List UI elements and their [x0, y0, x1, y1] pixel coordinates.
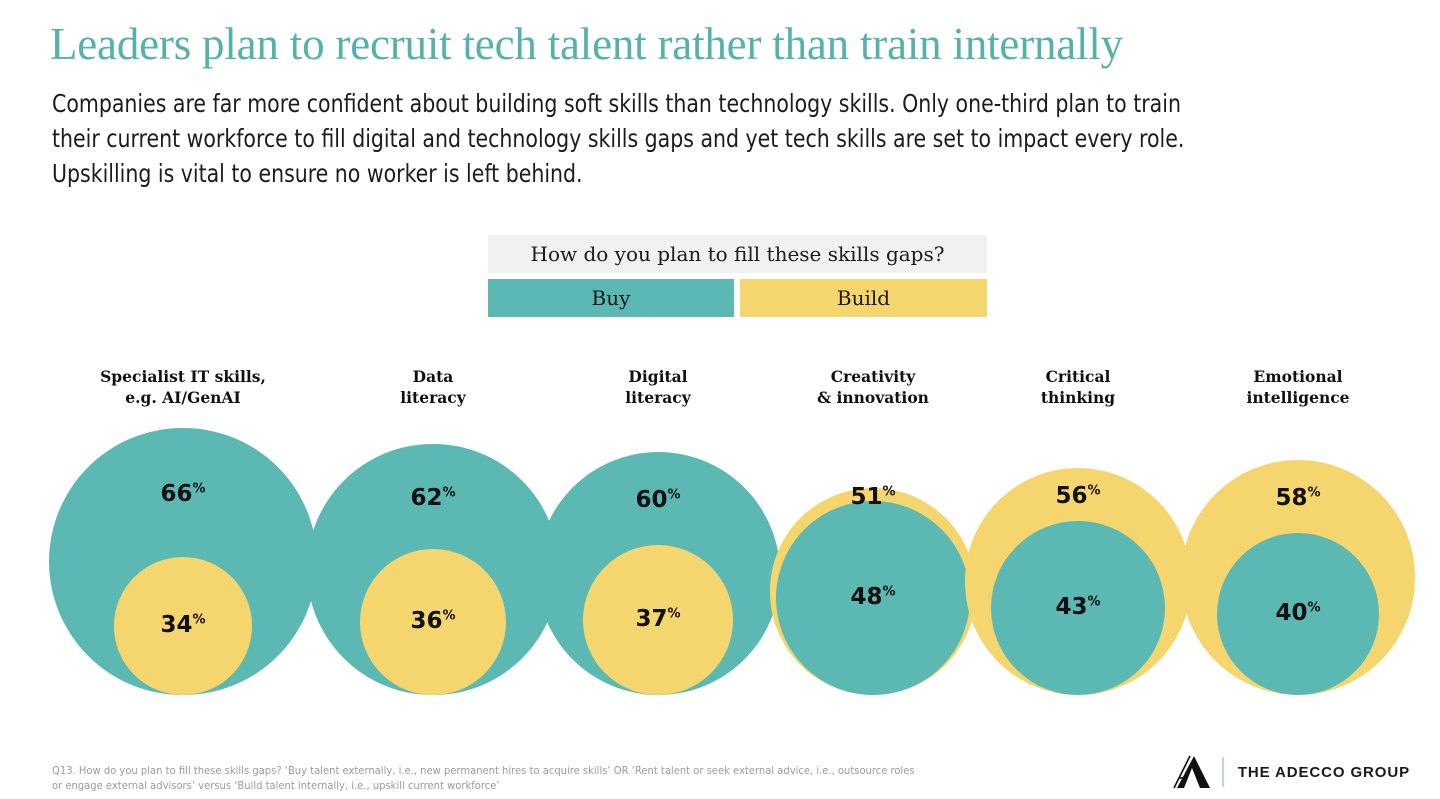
- bubble-pair: 66% 34%: [49, 366, 317, 706]
- bubble-group-label: Specialist IT skills, e.g. AI/GenAI: [63, 366, 303, 408]
- bubble-build-inner: [114, 557, 252, 695]
- bubble-pair: 58% 40%: [1178, 366, 1418, 706]
- bubble-build-inner: [583, 545, 733, 695]
- bubble-group-label-line2: literacy: [625, 388, 691, 407]
- value-buy: 40%: [1275, 600, 1320, 626]
- bubble-pair: 62% 36%: [307, 366, 559, 706]
- value-build-percent-sign: %: [192, 612, 206, 628]
- value-build: 56%: [1055, 483, 1100, 509]
- value-buy-number: 62: [410, 484, 443, 511]
- value-build-number: 56: [1055, 482, 1088, 509]
- bubble-group-label-line1: Specialist IT skills,: [100, 367, 266, 386]
- bubble-group-label: Digital literacy: [538, 366, 778, 408]
- value-build-number: 58: [1275, 484, 1308, 511]
- bubble-buy-inner: [1217, 533, 1379, 695]
- bubble-pair: 56% 43%: [958, 366, 1198, 706]
- value-build-number: 34: [160, 612, 193, 639]
- bubble-group-label-line1: Data: [412, 367, 454, 386]
- footnote: Q13. How do you plan to fill these skill…: [52, 765, 915, 792]
- value-build: 58%: [1275, 485, 1320, 511]
- value-buy-percent-sign: %: [442, 484, 456, 500]
- value-buy-percent-sign: %: [192, 480, 206, 496]
- bubble-group-label-line2: literacy: [400, 388, 466, 407]
- value-build-number: 36: [410, 608, 443, 635]
- value-build-number: 51: [850, 484, 883, 511]
- bubble-group-label-line2: & innovation: [817, 388, 929, 407]
- bubble-group-label-line2: thinking: [1040, 388, 1116, 407]
- logo-text: THE ADECCO GROUP: [1237, 763, 1410, 781]
- bubble-group: Specialist IT skills, e.g. AI/GenAI 66% 34%: [49, 366, 317, 706]
- bubble-group: Critical thinking 56% 43%: [958, 366, 1198, 706]
- bubble-group-label: Emotional intelligence: [1178, 366, 1418, 408]
- bubble-group-label-line1: Creativity: [830, 367, 916, 386]
- bubble-buy-inner: [775, 500, 971, 695]
- logo-divider: [1221, 757, 1224, 787]
- adecco-logo: THE ADECCO GROUP: [1170, 752, 1410, 792]
- bubble-group-label: Data literacy: [313, 366, 553, 408]
- bubble-group-label-line1: Critical: [1045, 367, 1111, 386]
- value-buy-percent-sign: %: [882, 584, 896, 600]
- bubble-group-label-line1: Emotional: [1253, 367, 1343, 386]
- bubble-group-label: Critical thinking: [958, 366, 1198, 408]
- bubble-buy-inner: [990, 520, 1166, 695]
- value-buy: 66%: [160, 481, 205, 507]
- value-buy-percent-sign: %: [667, 486, 681, 502]
- bubble-pair: 60% 37%: [536, 366, 780, 706]
- adecco-a-mark: [1173, 755, 1210, 789]
- bubble-group-label-line2: e.g. AI/GenAI: [125, 388, 241, 407]
- legend-item-build[interactable]: Build: [740, 279, 987, 317]
- page-subtitle: Companies are far more confident about b…: [52, 89, 1185, 188]
- value-build: 51%: [850, 484, 895, 510]
- value-build-number: 37: [635, 606, 668, 633]
- bubble-group: Data literacy 62% 36%: [307, 366, 559, 706]
- bubble-build-inner: [360, 549, 506, 695]
- bubble-group-label: Creativity & innovation: [753, 366, 993, 408]
- value-build-percent-sign: %: [1087, 482, 1101, 498]
- value-buy-number: 66: [160, 480, 193, 507]
- value-buy-percent-sign: %: [1087, 594, 1101, 610]
- value-buy-number: 43: [1055, 593, 1088, 620]
- bubble-group: Digital literacy 60% 37%: [536, 366, 780, 706]
- value-build-percent-sign: %: [1307, 484, 1321, 500]
- bubble-group: Emotional intelligence 58% 40%: [1178, 366, 1418, 706]
- legend-item-buy[interactable]: Buy: [488, 279, 734, 317]
- value-buy-number: 60: [635, 486, 668, 513]
- legend: How do you plan to fill these skills gap…: [488, 235, 987, 317]
- legend-question: How do you plan to fill these skills gap…: [488, 235, 987, 273]
- value-buy: 60%: [635, 487, 680, 513]
- value-buy-number: 48: [850, 583, 883, 610]
- value-build-percent-sign: %: [667, 606, 681, 622]
- legend-bars: Buy Build: [488, 279, 987, 317]
- value-buy-number: 40: [1275, 600, 1308, 626]
- value-build-percent-sign: %: [442, 608, 456, 624]
- bubble-chart: Specialist IT skills, e.g. AI/GenAI 66% 34%…: [0, 366, 1440, 706]
- bubble-group-label-line2: intelligence: [1246, 388, 1350, 407]
- page-title: Leaders plan to recruit tech talent rath…: [50, 19, 1123, 69]
- value-build-percent-sign: %: [882, 484, 896, 500]
- value-build: 34%: [160, 612, 205, 638]
- value-build: 37%: [635, 606, 680, 632]
- bubble-group-label-line1: Digital: [628, 367, 688, 386]
- value-buy: 48%: [850, 584, 895, 610]
- value-buy: 43%: [1055, 594, 1100, 620]
- value-buy-percent-sign: %: [1307, 600, 1321, 616]
- bubble-pair: 51% 48%: [753, 366, 993, 706]
- value-build: 36%: [410, 608, 455, 634]
- value-buy: 62%: [410, 485, 455, 511]
- bubble-group: Creativity & innovation 51% 48%: [753, 366, 993, 706]
